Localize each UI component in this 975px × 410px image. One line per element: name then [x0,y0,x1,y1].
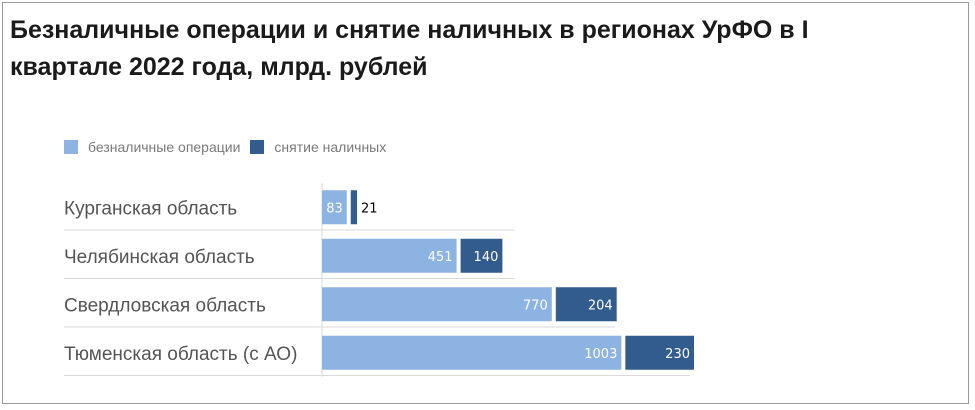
legend-item-cashless: безналичные операции [64,139,240,155]
legend-label-cash: снятие наличных [274,139,387,155]
legend-label-cashless: безналичные операции [88,139,241,155]
bar-cash [625,335,694,370]
bar-cash [350,190,358,225]
data-label-cashless: 1003 [584,347,617,362]
bar-cashless [322,190,347,225]
data-label-cashless: 770 [523,298,548,313]
chart-title: Безналичные операции и снятие наличных в… [10,12,970,86]
category-label: Свердловская область [64,295,266,316]
legend-item-cash: снятие наличных [250,139,386,155]
chart-title-line-2: квартале 2022 года, млрд. рублей [10,53,428,81]
category-label: Тюменская область (с АО) [64,344,297,365]
bar-cashless [322,238,457,273]
legend-swatch-cashless [64,140,78,154]
data-label-cashless: 83 [326,201,343,216]
bar-cash [555,287,617,322]
category-label: Курганская область [64,198,237,219]
data-label-cashless: 451 [428,250,453,265]
chart-title-line-1: Безналичные операции и снятие наличных в… [10,16,809,44]
bar-cash [460,238,503,273]
data-label-cash: 140 [474,250,499,265]
chart-legend: безналичные операции снятие наличных [64,139,396,155]
bar-cashless [322,287,552,322]
data-label-cash: 21 [361,201,378,216]
data-label-cash: 204 [588,298,613,313]
legend-swatch-cash [250,140,265,154]
data-label-cash: 230 [665,347,690,362]
category-label: Челябинская область [64,247,255,268]
bar-cashless [322,335,622,370]
